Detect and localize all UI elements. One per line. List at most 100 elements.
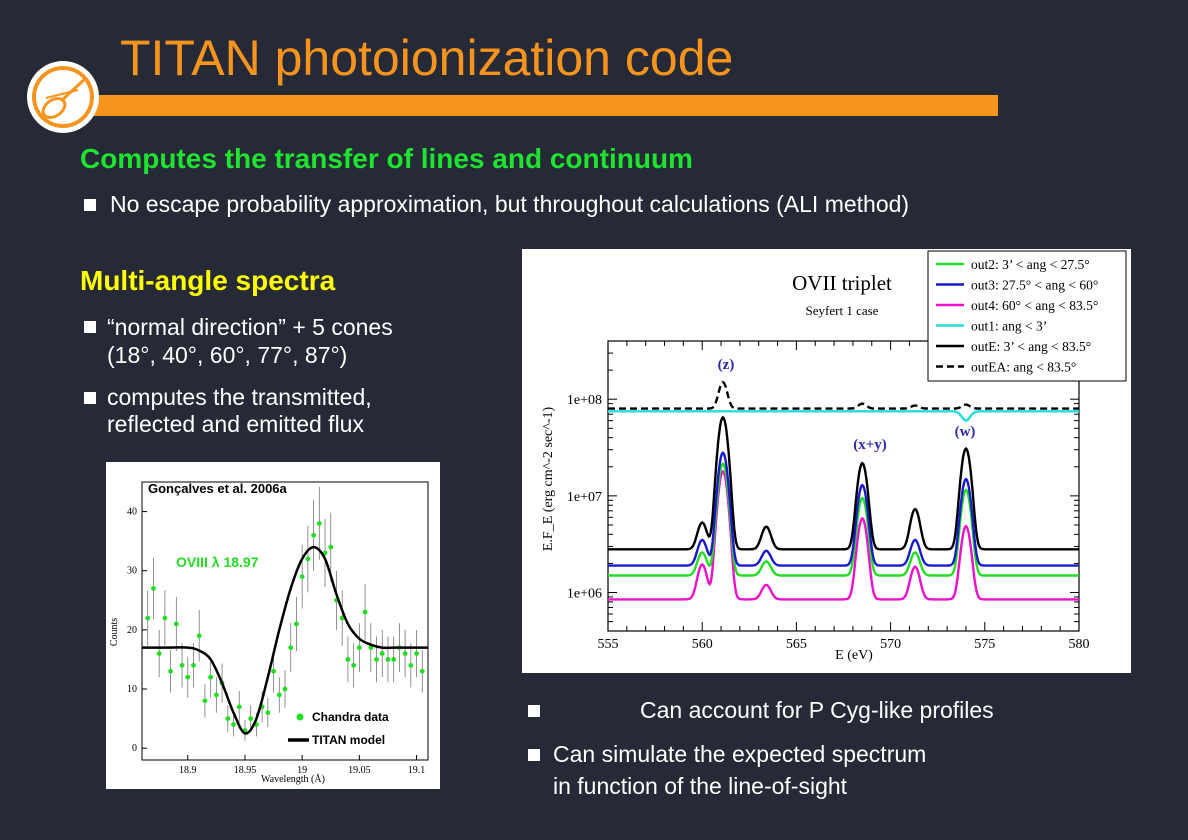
x-tick-label: 575 (974, 637, 995, 652)
section-heading-transfer: Computes the transfer of lines and conti… (80, 143, 693, 174)
series-line (608, 415, 1079, 551)
data-point (294, 621, 299, 627)
data-point (162, 615, 168, 621)
chart-oviii-panel: Gonçalves et al. 2006a OVIII λ 18.97 Wav… (106, 462, 440, 789)
data-point (196, 633, 202, 639)
series-line (608, 451, 1079, 567)
data-point (271, 668, 276, 674)
data-point (385, 657, 391, 662)
plot-frame (607, 340, 1080, 632)
data-point (356, 645, 362, 651)
data-point (151, 586, 156, 591)
bullet-text-ali: No escape probability approximation, but… (110, 191, 910, 217)
y-tick-label: 1e+06 (567, 587, 602, 602)
logo-icon (27, 61, 99, 133)
chart-subtitle: Seyfert 1 case (806, 303, 879, 318)
series-line (608, 461, 1079, 577)
data-point (402, 651, 408, 656)
chart-line-label: OVIII λ 18.97 (176, 554, 259, 570)
data-point (265, 710, 271, 716)
data-point (345, 657, 351, 662)
y-tick-label: 30 (127, 566, 137, 577)
legend-label: outE: 3’ < ang < 83.5° (971, 339, 1091, 354)
data-point (374, 657, 379, 662)
y-tick-label: 40 (127, 507, 137, 518)
data-point (299, 574, 305, 580)
x-tick-label: 18.9 (179, 765, 197, 776)
y-axis-label: E.F_E (erg cm^-2 sec^-1) (541, 407, 556, 552)
bullet-text-flux-line2: reflected and emitted flux (107, 411, 364, 437)
chart-ovii-panel: OVII triplet Seyfert 1 case E (eV) E.F_E… (522, 249, 1131, 673)
annotation-xy: (x+y) (853, 437, 887, 453)
x-axis-label: E (eV) (835, 648, 873, 663)
model-line (142, 545, 428, 735)
bullet-marker (84, 391, 96, 409)
x-tick-label: 580 (1069, 637, 1090, 652)
x-axis-label: Wavelength (Å) (261, 773, 325, 785)
bullet-text-line-of-sight-2: in function of the line-of-sight (553, 773, 848, 799)
data-point (202, 698, 208, 704)
page-title: TITAN photoionization code (120, 30, 734, 86)
data-point (419, 668, 425, 674)
chart-ovii-triplet: OVII triplet Seyfert 1 case E (eV) E.F_E… (541, 250, 1127, 663)
x-tick-label: 560 (692, 637, 713, 652)
data-point (236, 704, 242, 710)
y-tick-label: 1e+07 (567, 490, 602, 505)
legend-label: out2: 3’ < ang < 27.5° (971, 257, 1090, 272)
series-line (608, 410, 1079, 422)
data-point (145, 615, 151, 621)
data-point (231, 722, 236, 727)
data-point (225, 716, 231, 721)
data-point (362, 609, 368, 615)
bullet-text-cones-line1: “normal direction” + 5 cones (107, 314, 393, 340)
annotation-w: (w) (955, 424, 976, 440)
chart-annotation-reference: Gonçalves et al. 2006a (148, 481, 288, 496)
data-point (414, 651, 419, 656)
x-tick-label: 565 (786, 637, 807, 652)
y-axis-label: Counts (109, 618, 120, 646)
x-tick-label: 19.1 (408, 765, 426, 776)
bullet-marker (528, 704, 540, 722)
bullet-marker (528, 748, 540, 766)
legend-marker-data (296, 713, 304, 721)
series-line (608, 380, 1079, 410)
data-point (351, 662, 357, 668)
data-point (191, 662, 196, 668)
bullet-text-flux-line1: computes the transmitted, (107, 384, 372, 410)
series-line (608, 469, 1079, 601)
y-tick-label: 1e+08 (567, 393, 602, 408)
bullet-text-line-of-sight-1: Can simulate the expected spectrum (553, 741, 927, 767)
bullet-text-pcyg: Can account for P Cyg-like profiles (640, 697, 994, 723)
legend-label: out4: 60° < ang < 83.5° (971, 298, 1098, 313)
annotation-z: (z) (718, 357, 735, 373)
data-point (379, 651, 385, 656)
x-tick-label: 555 (598, 637, 619, 652)
legend-label: outEA: ang < 83.5° (971, 360, 1076, 375)
y-tick-label: 0 (132, 743, 137, 754)
legend-label: out3: 27.5° < ang < 60° (971, 278, 1098, 293)
y-tick-label: 20 (127, 625, 137, 636)
data-point (179, 662, 185, 668)
data-point (276, 692, 282, 698)
title-underline-bar (60, 95, 998, 116)
chart-title: OVII triplet (792, 271, 892, 295)
data-point (173, 621, 179, 627)
data-point (213, 692, 219, 698)
data-point (208, 674, 214, 680)
legend-label-data: Chandra data (312, 710, 389, 724)
legend-label: out1: ang < 3’ (971, 319, 1047, 334)
data-point (288, 645, 294, 651)
data-point (328, 544, 334, 550)
x-tick-label: 19 (297, 765, 307, 776)
data-point (282, 686, 288, 692)
bullet-marker (84, 320, 96, 338)
data-point (311, 532, 316, 538)
x-tick-label: 18.95 (234, 765, 257, 776)
section-heading-multi-angle: Multi-angle spectra (80, 265, 336, 296)
plot-frame (141, 481, 429, 761)
chart-oviii: Gonçalves et al. 2006a OVIII λ 18.97 Wav… (109, 481, 429, 785)
bullet-text-cones-line2: (18°, 40°, 60°, 77°, 87°) (107, 342, 348, 368)
data-point (185, 674, 191, 680)
data-point (156, 651, 162, 656)
data-point (316, 521, 322, 526)
